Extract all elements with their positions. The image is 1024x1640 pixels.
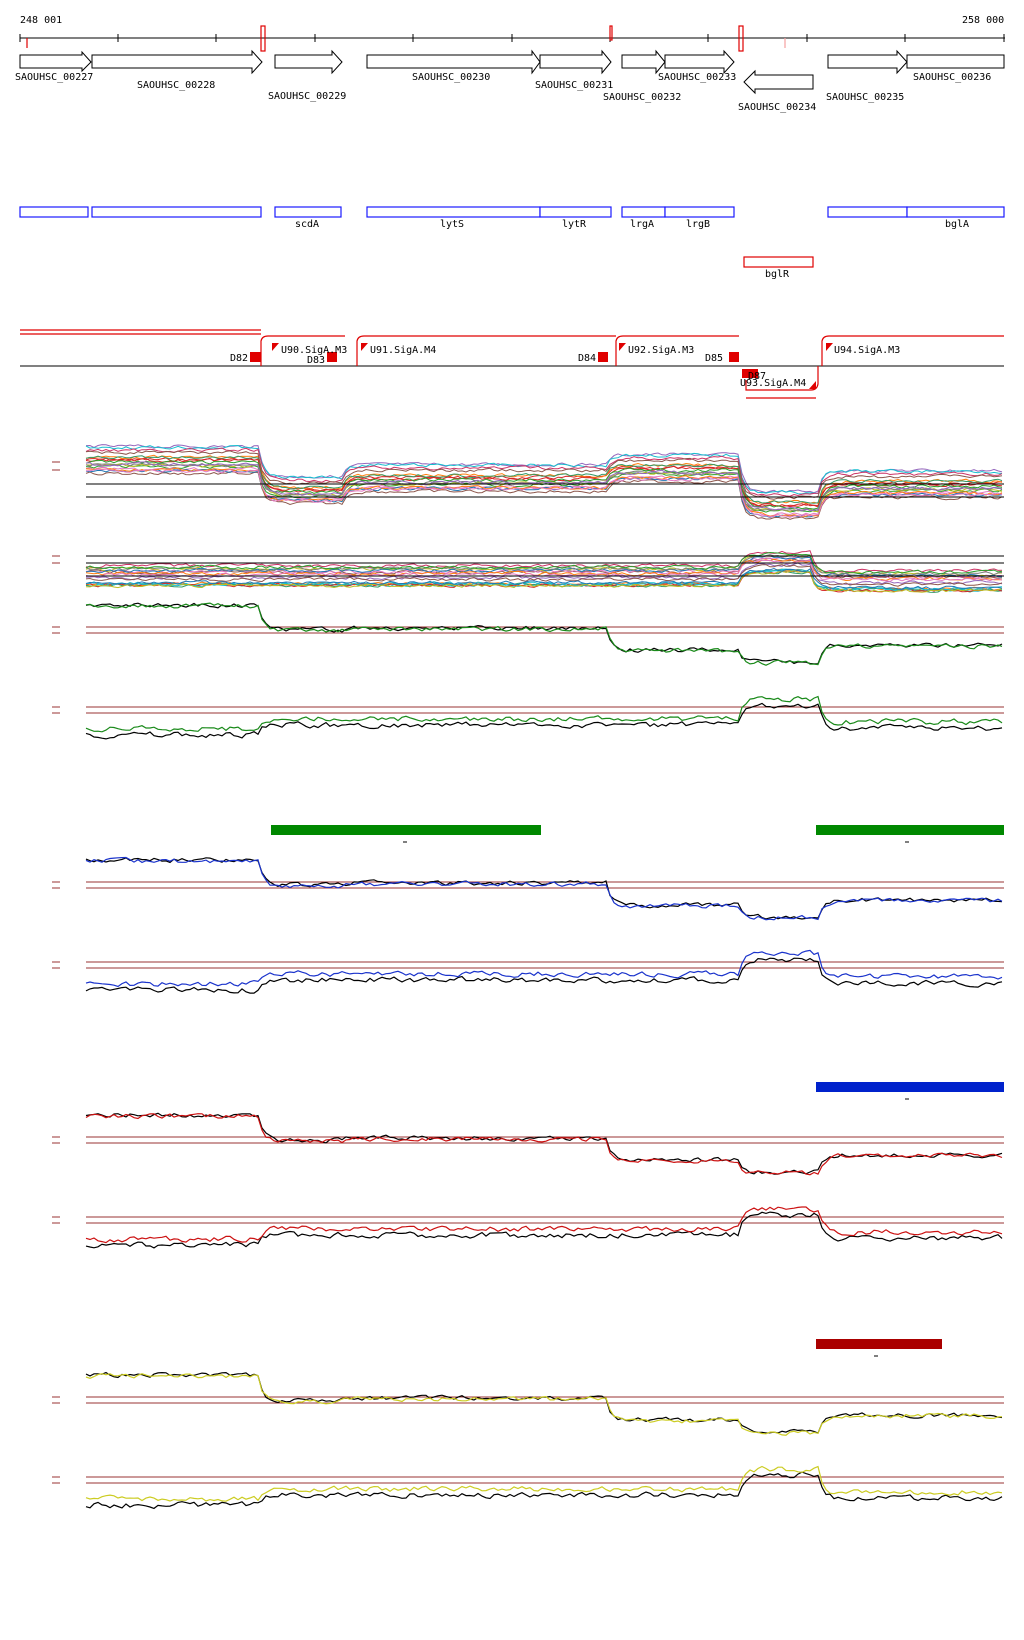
ruler-ticks <box>19 34 1005 42</box>
profile-yellow-bottom-color <box>85 1465 1003 1502</box>
feature-U93: U93.SigA.M4 <box>740 378 806 389</box>
profile-red-bottom-color <box>85 1206 1003 1244</box>
gene-arrow-00230 <box>366 49 541 75</box>
locus-tag-00234: SAOUHSC_00234 <box>738 102 816 113</box>
profile-red-top-color <box>85 1113 1003 1176</box>
coordinate-ruler: 248 001 258 000 <box>19 15 1005 52</box>
gene-arrow-00233 <box>664 49 735 75</box>
marker-red <box>816 1339 942 1349</box>
locus-tag-00231: SAOUHSC_00231 <box>535 80 613 91</box>
locus-tag-00228: SAOUHSC_00228 <box>137 80 215 91</box>
profile-multi-1 <box>86 468 1003 518</box>
profile-multi-2 <box>85 558 1003 582</box>
feature-U94: U94.SigA.M3 <box>834 345 900 356</box>
profile-multi-2 <box>85 564 1003 587</box>
profile-red-top-black <box>85 1112 1003 1175</box>
profile-multi-1 <box>85 457 1003 508</box>
profile-blue-top-color <box>85 856 1003 921</box>
feature-track: D82 U90.SigA.M3 D83 U91.SigA.M4 D84 U92.… <box>20 329 1004 399</box>
profile-red-bottom-black <box>85 1211 1003 1249</box>
condition-markers <box>271 825 1004 1357</box>
marker-green-2 <box>816 825 1004 835</box>
locus-tag-00233: SAOUHSC_00233 <box>658 72 736 83</box>
profile-multi-1 <box>85 450 1003 500</box>
profile-multi-2 <box>85 557 1003 579</box>
profile-multi-1 <box>85 461 1003 512</box>
locus-tag-00232: SAOUHSC_00232 <box>603 92 681 103</box>
feature-D87: D87 <box>748 371 766 382</box>
locus-tag-00236: SAOUHSC_00236 <box>913 72 991 83</box>
gene-arrow-00236 <box>906 54 1005 69</box>
profile-green-bottom-color <box>85 695 1003 733</box>
expression-tracks <box>52 444 1004 1510</box>
profile-blue-bottom-color <box>85 949 1003 988</box>
feature-D85: D85 <box>705 353 723 364</box>
profile-blue-bottom-black <box>85 957 1003 994</box>
profile-green-top-color <box>85 602 1003 666</box>
profile-multi-2 <box>85 567 1003 590</box>
gene-name-track: scdA lytS lytR lrgA lrgB bglA bglR <box>19 206 1005 280</box>
start-coordinate: 248 001 <box>20 15 62 26</box>
gene-name-bglR: bglR <box>765 269 790 280</box>
gene-arrow-00234 <box>743 69 814 95</box>
profile-green-bottom-black <box>85 702 1003 740</box>
profile-multi-2 <box>85 550 1003 573</box>
gene-name-lytS: lytS <box>440 219 464 230</box>
feature-U90: U90.SigA.M3 <box>281 345 347 356</box>
profile-multi-2 <box>85 570 1003 593</box>
profile-blue-top-black <box>85 857 1003 920</box>
feature-U91: U91.SigA.M4 <box>370 345 436 356</box>
gene-name-scdA: scdA <box>295 219 319 230</box>
gene-arrow-00235 <box>827 49 908 75</box>
profile-yellow-top-color <box>85 1373 1003 1436</box>
profile-multi-1 <box>85 447 1003 497</box>
gene-arrow-00227 <box>19 50 92 73</box>
profile-multi-1 <box>85 454 1003 505</box>
gene-arrow-00229 <box>274 49 343 75</box>
feature-D83: D83 <box>307 355 325 366</box>
cds-track: SAOUHSC_00227 SAOUHSC_00228 SAOUHSC_0022… <box>15 49 1005 113</box>
ruler-marks <box>26 25 786 52</box>
feature-D84: D84 <box>578 353 596 364</box>
profile-yellow-bottom-black <box>85 1471 1003 1510</box>
locus-tag-00229: SAOUHSC_00229 <box>268 91 346 102</box>
locus-tag-00230: SAOUHSC_00230 <box>412 72 490 83</box>
profile-multi-2 <box>85 551 1003 575</box>
gene-arrow-00232 <box>621 49 666 75</box>
gene-name-lytR: lytR <box>562 219 587 230</box>
gene-name-bglA: bglA <box>945 219 969 230</box>
profile-multi-1 <box>85 444 1003 495</box>
profile-multi-1 <box>85 459 1003 510</box>
marker-green-1 <box>271 825 541 835</box>
feature-D82: D82 <box>230 353 248 364</box>
gene-arrow-00231 <box>539 49 612 75</box>
locus-tag-00227: SAOUHSC_00227 <box>15 72 93 83</box>
profile-multi-1 <box>85 471 1003 520</box>
end-coordinate: 258 000 <box>962 15 1004 26</box>
feature-U92: U92.SigA.M3 <box>628 345 694 356</box>
marker-blue <box>816 1082 1004 1092</box>
gene-arrow-00228 <box>91 49 263 75</box>
gene-name-lrgB: lrgB <box>686 219 710 230</box>
profile-multi-1 <box>85 455 1003 504</box>
locus-tag-00235: SAOUHSC_00235 <box>826 92 904 103</box>
gene-name-lrgA: lrgA <box>630 219 654 230</box>
